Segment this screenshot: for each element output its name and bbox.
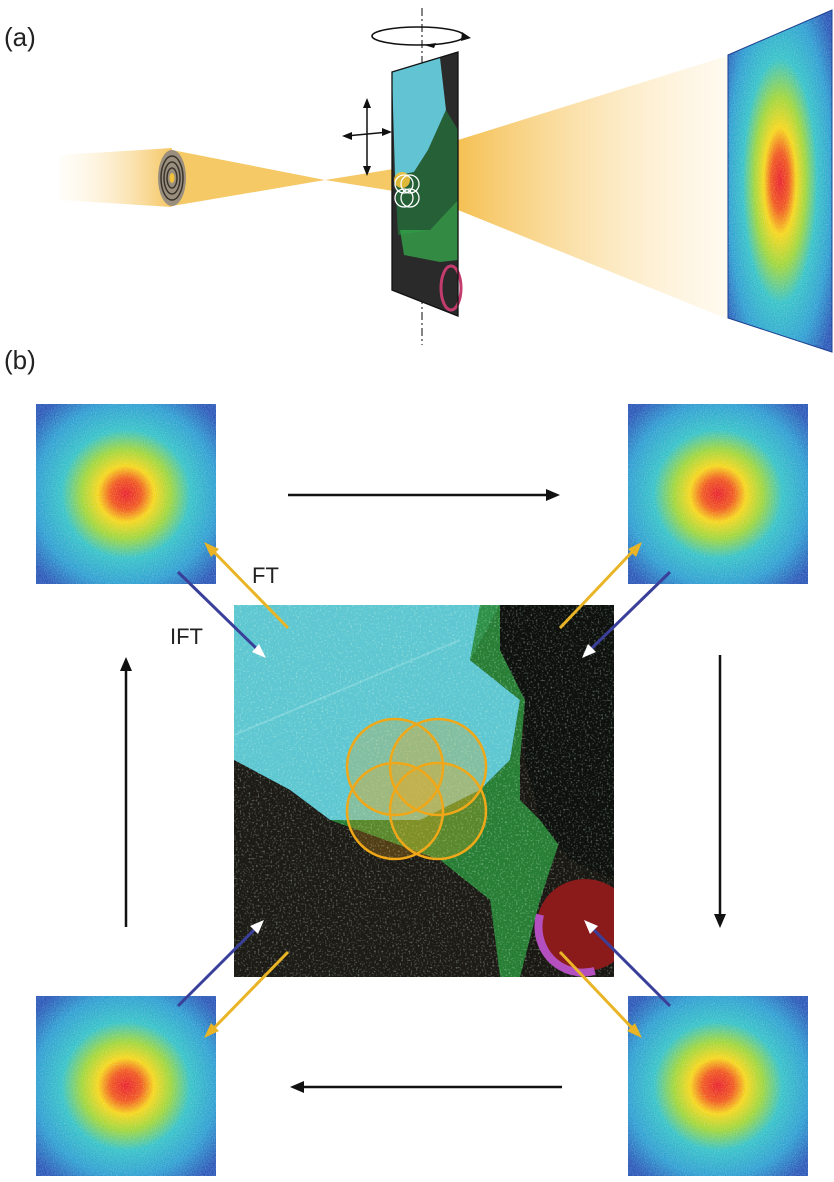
ift-label: IFT (170, 624, 203, 649)
probe-overlap-circles (345, 717, 488, 861)
specimen-image (234, 605, 614, 977)
ift-arrow-tr (582, 570, 672, 658)
scattered-cone (458, 55, 730, 320)
ft-arrow-tr (558, 542, 642, 630)
ft-arrow-bl (204, 950, 290, 1038)
ft-label: FT (252, 563, 279, 588)
ift-arrow-tl (176, 570, 266, 658)
sample-slab (391, 51, 463, 317)
panel-label-b: (b) (4, 345, 36, 375)
detector-pattern (727, 9, 833, 353)
diffraction-pattern-tl (36, 404, 216, 584)
cycle-arrow-left (290, 1081, 562, 1093)
probe-cone (325, 168, 400, 192)
ift-arrow-br (584, 920, 672, 1008)
rotation-arrow-icon (371, 26, 471, 48)
cycle-arrow-down (714, 655, 726, 928)
ift-arrow-bl (176, 920, 264, 1008)
cycle-arrow-up (120, 657, 132, 927)
diffraction-pattern-tr (628, 404, 808, 584)
zone-plate-icon (158, 150, 186, 206)
diffraction-pattern-br (628, 996, 808, 1176)
translation-cross-icon (342, 98, 392, 176)
ft-arrow-tl (204, 542, 290, 630)
focusing-cone (172, 150, 325, 206)
diffraction-pattern-bl (36, 996, 216, 1176)
panel-label-a: (a) (4, 22, 36, 52)
cycle-arrow-right (288, 489, 560, 501)
incident-beam (60, 148, 172, 207)
ft-arrow-br (558, 950, 642, 1038)
